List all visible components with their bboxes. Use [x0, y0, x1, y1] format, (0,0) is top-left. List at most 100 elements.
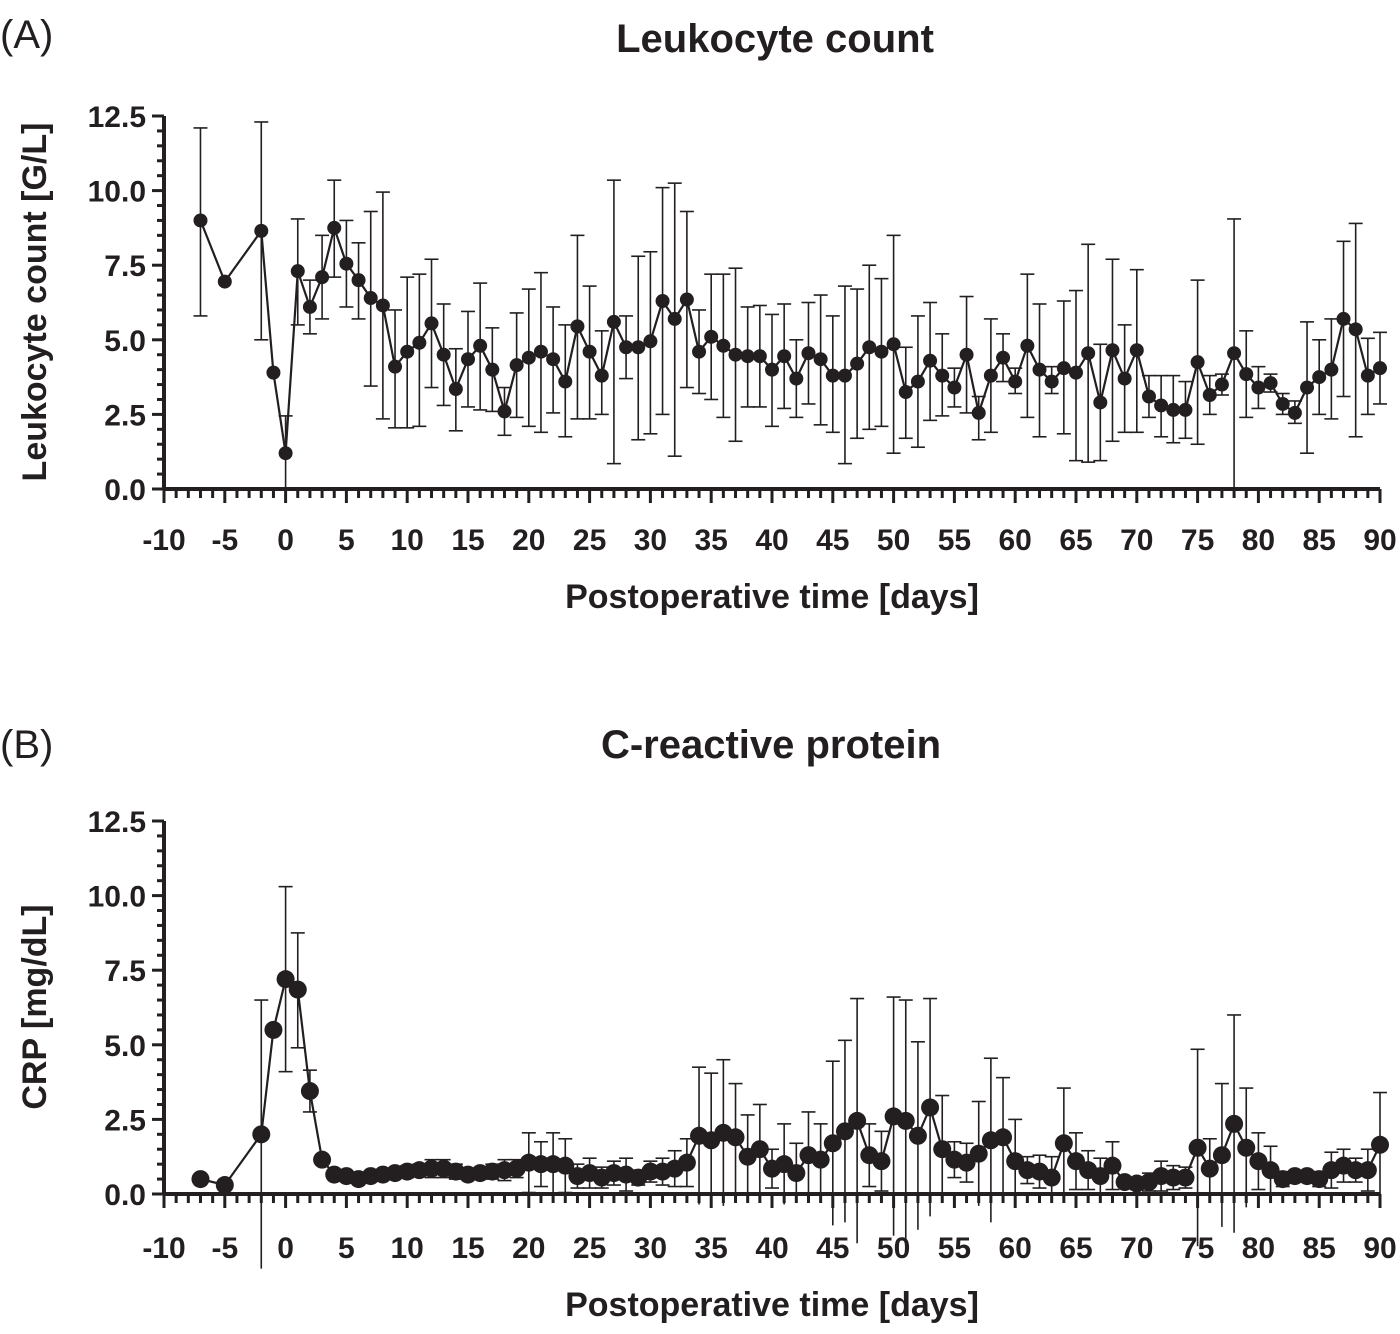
- panel-a-data-point: [679, 292, 694, 307]
- panel-a-data-point: [777, 349, 792, 364]
- panel-a-data-point: [1117, 371, 1132, 386]
- panel-b-data-point: [1176, 1168, 1195, 1187]
- panel-a-data-point: [886, 337, 901, 352]
- panel-a-x-tick-label: 55: [938, 524, 971, 557]
- panel-a-data-point: [1239, 367, 1254, 382]
- panel-a-data-point: [327, 220, 342, 235]
- panel-a-data-point: [704, 329, 719, 344]
- panel-a-data-point: [1287, 405, 1302, 420]
- panel-a-data-point: [1166, 402, 1181, 417]
- panel-b-title: C-reactive protein: [601, 723, 941, 767]
- panel-b-data-point: [1091, 1167, 1110, 1186]
- panel-a-data-point: [801, 346, 816, 361]
- panel-a-data-point: [898, 385, 913, 400]
- panel-a-data-point: [1300, 380, 1315, 395]
- panel-a-leukocyte-chart: (A) Leukocyte count Leukocyte count [G/L…: [0, 13, 1397, 616]
- panel-a-x-tick-label: 10: [391, 524, 424, 557]
- panel-a-data-point: [254, 223, 269, 238]
- panel-a-data-point: [983, 368, 998, 383]
- panel-a-x-tick-label: 50: [877, 524, 910, 557]
- panel-b-data-point: [969, 1144, 988, 1163]
- panel-b-data-point: [848, 1111, 867, 1130]
- panel-b-data-point: [896, 1111, 915, 1130]
- panel-b-data-point: [787, 1164, 806, 1183]
- panel-a-x-tick-label: -5: [211, 524, 238, 557]
- panel-b-data-point: [252, 1125, 271, 1144]
- panel-a-x-tick-label: 30: [634, 524, 667, 557]
- panel-a-data-point: [1227, 346, 1242, 361]
- panel-a-y-axis-label: Leukocyte count [G/L]: [16, 123, 54, 482]
- panel-b-data-point: [1212, 1146, 1231, 1165]
- panel-a-x-tick-label: 60: [999, 524, 1032, 557]
- panel-a-data-point: [521, 350, 536, 365]
- panel-a-data-point: [910, 374, 925, 389]
- panel-a-data-point: [290, 264, 305, 279]
- panel-a-data-point: [217, 274, 232, 289]
- panel-a-data-point: [388, 359, 403, 374]
- panel-a-data-point: [1020, 338, 1035, 353]
- panel-a-data-point: [424, 316, 439, 331]
- panel-b-y-tick-label: 10.0: [88, 881, 146, 914]
- panel-b-y-axis-label: CRP [mg/dL]: [16, 904, 54, 1109]
- panel-a-data-point: [1312, 370, 1327, 385]
- panel-b-x-tick-label: 30: [634, 1232, 667, 1265]
- panel-a-data-point: [339, 256, 354, 271]
- panel-b-data-point: [556, 1156, 575, 1175]
- panel-a-data-point: [375, 298, 390, 313]
- panel-a-data-point: [351, 273, 366, 288]
- panel-a-x-tick-label: 40: [755, 524, 788, 557]
- panel-a-data-point: [740, 349, 755, 364]
- panel-a-data-point: [193, 213, 208, 228]
- panel-a-x-tick-label: 20: [512, 524, 545, 557]
- panel-b-data-point: [677, 1153, 696, 1172]
- panel-a-data-point: [752, 349, 767, 364]
- panel-a-x-tick-label: 15: [451, 524, 484, 557]
- panel-a-data-point: [1275, 396, 1290, 411]
- panel-b-data-point: [908, 1126, 927, 1145]
- panel-a-x-tick-label: 45: [816, 524, 849, 557]
- panel-b-y-tick-label: 2.5: [104, 1104, 146, 1137]
- panel-b-data-point: [264, 1020, 283, 1039]
- panel-b-data-point: [1225, 1114, 1244, 1133]
- panel-a-data-point: [1336, 311, 1351, 326]
- panel-a-x-tick-label: 90: [1363, 524, 1396, 557]
- panel-b-x-tick-label: 45: [816, 1232, 849, 1265]
- panel-a-y-tick-label: 2.5: [104, 399, 146, 432]
- panel-a-x-tick-label: 5: [338, 524, 355, 557]
- panel-a-data-point: [400, 344, 415, 359]
- panel-b-x-tick-label: 25: [573, 1232, 606, 1265]
- panel-b-x-tick-label: 50: [877, 1232, 910, 1265]
- panel-b-data-point: [1371, 1135, 1389, 1154]
- panel-b-x-tick-label: 10: [391, 1232, 424, 1265]
- panel-a-label: (A): [0, 13, 53, 57]
- panel-b-data-point: [994, 1128, 1013, 1147]
- panel-a-title: Leukocyte count: [616, 17, 934, 61]
- panel-a-x-tick-label: 80: [1242, 524, 1275, 557]
- panel-a-x-tick-label: 0: [277, 524, 294, 557]
- panel-a-data-point: [1324, 362, 1339, 377]
- panel-a-data-point: [278, 446, 293, 461]
- panel-a-data-point: [1373, 361, 1387, 376]
- panel-a-data-point: [947, 380, 962, 395]
- panel-a-data-point: [1044, 374, 1059, 389]
- panel-a-data-point: [1056, 361, 1071, 376]
- panel-a-data-point: [1154, 398, 1169, 413]
- panel-b-x-tick-label: 5: [338, 1232, 355, 1265]
- panel-a-data-point: [1214, 377, 1229, 392]
- panel-a-data-point: [1263, 376, 1278, 391]
- panel-a-data-point: [497, 404, 512, 419]
- panel-a-y-tick-label: 12.5: [88, 101, 146, 134]
- panel-a-data-point: [959, 347, 974, 362]
- panel-a-data-point: [813, 352, 828, 367]
- panel-a-data-point: [436, 347, 451, 362]
- panel-a-data-point: [1190, 355, 1205, 370]
- panel-a-data-point: [716, 338, 731, 353]
- panel-a-data-point: [850, 356, 865, 371]
- panel-a-data-point: [266, 365, 281, 380]
- panel-a-x-tick-label: 85: [1303, 524, 1336, 557]
- panel-a-data-point: [692, 344, 707, 359]
- panel-a-data-point: [1360, 368, 1375, 383]
- panel-b-x-tick-label: 0: [277, 1232, 294, 1265]
- panel-b-x-tick-label: 20: [512, 1232, 545, 1265]
